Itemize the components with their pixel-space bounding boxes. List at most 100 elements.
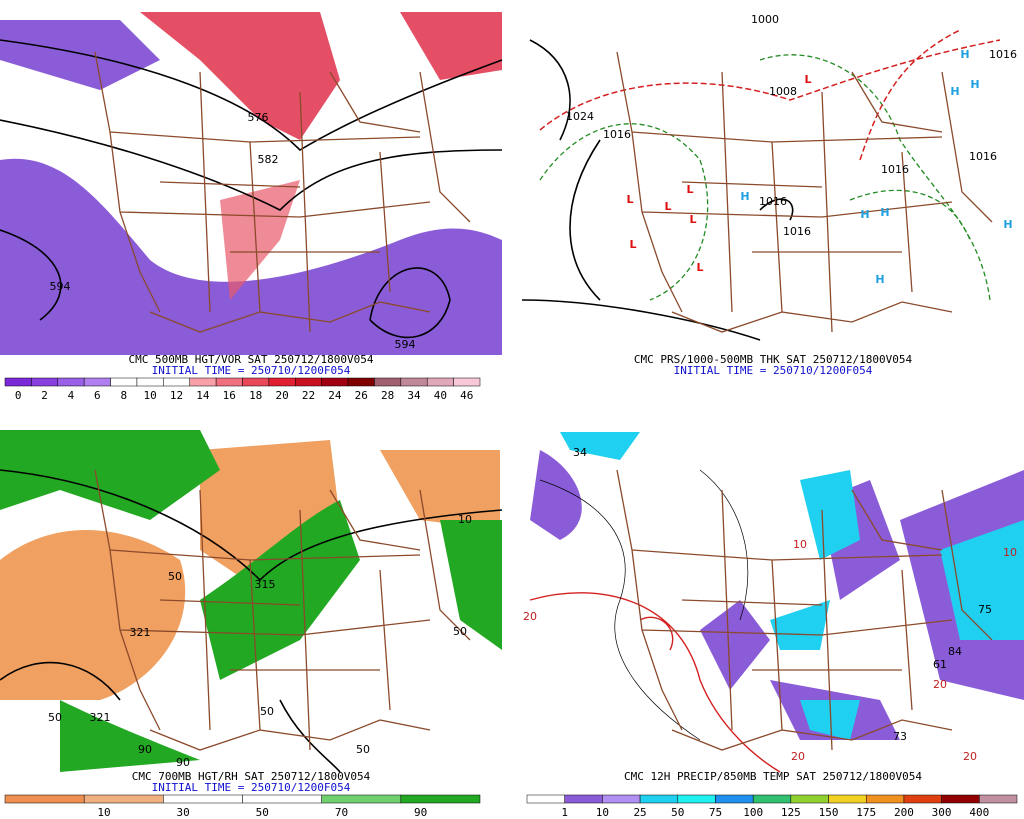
colorbar-swatch [136, 377, 164, 387]
colorbar-label: 26 [355, 389, 368, 402]
colorbar-label: 46 [460, 389, 473, 402]
pressure-center: H [860, 208, 869, 221]
contour-label: 10 [1003, 546, 1017, 559]
colorbar-swatch [295, 377, 322, 387]
pressure-center: H [1003, 218, 1012, 231]
colorbar-swatch [828, 794, 867, 804]
contour-label: 1016 [989, 48, 1017, 61]
colorbar-label: 12 [170, 389, 183, 402]
contour-label: 10 [793, 538, 807, 551]
contour-label: 10 [458, 513, 472, 526]
colorbar-label: 28 [381, 389, 394, 402]
panel-3-map [0, 430, 503, 773]
contour-label: 594 [50, 280, 71, 293]
colorbar-swatch [790, 794, 829, 804]
colorbar-label: 300 [932, 806, 952, 819]
colorbar-swatch [453, 377, 481, 387]
colorbar-label: 34 [407, 389, 421, 402]
panel-subtitle: INITIAL TIME = 250710/1200F054 [674, 364, 873, 377]
contour-label: 321 [90, 711, 111, 724]
colorbar-swatch [979, 794, 1018, 804]
contour-label: 50 [453, 625, 467, 638]
contour-label: 50 [48, 711, 62, 724]
contour-label: 20 [933, 678, 947, 691]
colorbar-label: 2 [41, 389, 48, 402]
contour-label: 1016 [881, 163, 909, 176]
colorbar-swatch [347, 377, 375, 387]
pressure-center: H [950, 85, 959, 98]
colorbar-label: 4 [68, 389, 75, 402]
colorbar-label: 75 [709, 806, 722, 819]
colorbar-label: 30 [177, 806, 190, 819]
colorbar-swatch [677, 794, 716, 804]
colorbar-swatch [639, 794, 679, 804]
colorbar-label: 8 [120, 389, 127, 402]
panel-subtitle: INITIAL TIME = 250710/1200F054 [152, 781, 351, 794]
colorbar-swatch [374, 377, 402, 387]
contour-label: 90 [176, 756, 190, 769]
contour-label: 34 [573, 446, 587, 459]
colorbar-swatch [268, 377, 296, 387]
colorbar-swatch [57, 377, 85, 387]
colorbar-swatch [242, 794, 322, 804]
pressure-center: L [664, 200, 671, 213]
contour-label: 1024 [566, 110, 594, 123]
colorbar-label: 0 [15, 389, 22, 402]
pressure-center: L [804, 73, 811, 86]
pressure-center: H [970, 78, 979, 91]
colorbar-swatch [400, 794, 481, 804]
panel-title: CMC 12H PRECIP/850MB TEMP SAT 250712/180… [624, 770, 922, 783]
colorbar-swatch [526, 794, 565, 804]
colorbar-swatch [4, 377, 32, 387]
panel-2-map [521, 12, 1024, 355]
colorbar-label: 125 [781, 806, 801, 819]
colorbar-swatch [4, 794, 85, 804]
pressure-center: L [689, 213, 696, 226]
pressure-center: L [696, 261, 703, 274]
colorbar-swatch [110, 377, 138, 387]
colorbar-label: 40 [434, 389, 447, 402]
contour-label: 582 [258, 153, 279, 166]
colorbar-label: 70 [335, 806, 348, 819]
contour-label: 20 [963, 750, 977, 763]
colorbar-swatch [602, 794, 641, 804]
panel-4-map [522, 430, 1024, 773]
colorbar-swatch [163, 794, 243, 804]
contour-label: 20 [523, 610, 537, 623]
colorbar-swatch [426, 377, 454, 387]
contour-label: 315 [255, 578, 276, 591]
contour-label: 84 [948, 645, 962, 658]
colorbar-label: 90 [414, 806, 427, 819]
contour-label: 61 [933, 658, 947, 671]
colorbar-label: 6 [94, 389, 101, 402]
contour-label: 50 [260, 705, 274, 718]
contour-label: 75 [978, 603, 992, 616]
colorbar-swatch [215, 377, 243, 387]
colorbar-swatch [865, 794, 905, 804]
colorbar-label: 150 [819, 806, 839, 819]
colorbar-label: 24 [328, 389, 342, 402]
pressure-center: L [626, 193, 633, 206]
colorbar-swatch [400, 377, 428, 387]
contour-label: 50 [168, 570, 182, 583]
colorbar-label: 10 [97, 806, 110, 819]
colorbar-label: 50 [671, 806, 684, 819]
panel-1-map [0, 12, 503, 355]
colorbar-label: 25 [633, 806, 646, 819]
pressure-center: H [960, 48, 969, 61]
pressure-center: H [740, 190, 749, 203]
contour-label: 1016 [603, 128, 631, 141]
colorbar-label: 1 [561, 806, 568, 819]
colorbar-swatch [321, 377, 349, 387]
colorbar-label: 14 [196, 389, 210, 402]
colorbar-swatch [752, 794, 792, 804]
contour-label: 1016 [969, 150, 997, 163]
colorbar-swatch [564, 794, 603, 804]
contour-label: 1016 [783, 225, 811, 238]
contour-label: 1008 [769, 85, 797, 98]
contour-label: 73 [893, 730, 907, 743]
contour-label: 1000 [751, 13, 779, 26]
colorbar-swatch [903, 794, 942, 804]
pressure-center: L [686, 183, 693, 196]
